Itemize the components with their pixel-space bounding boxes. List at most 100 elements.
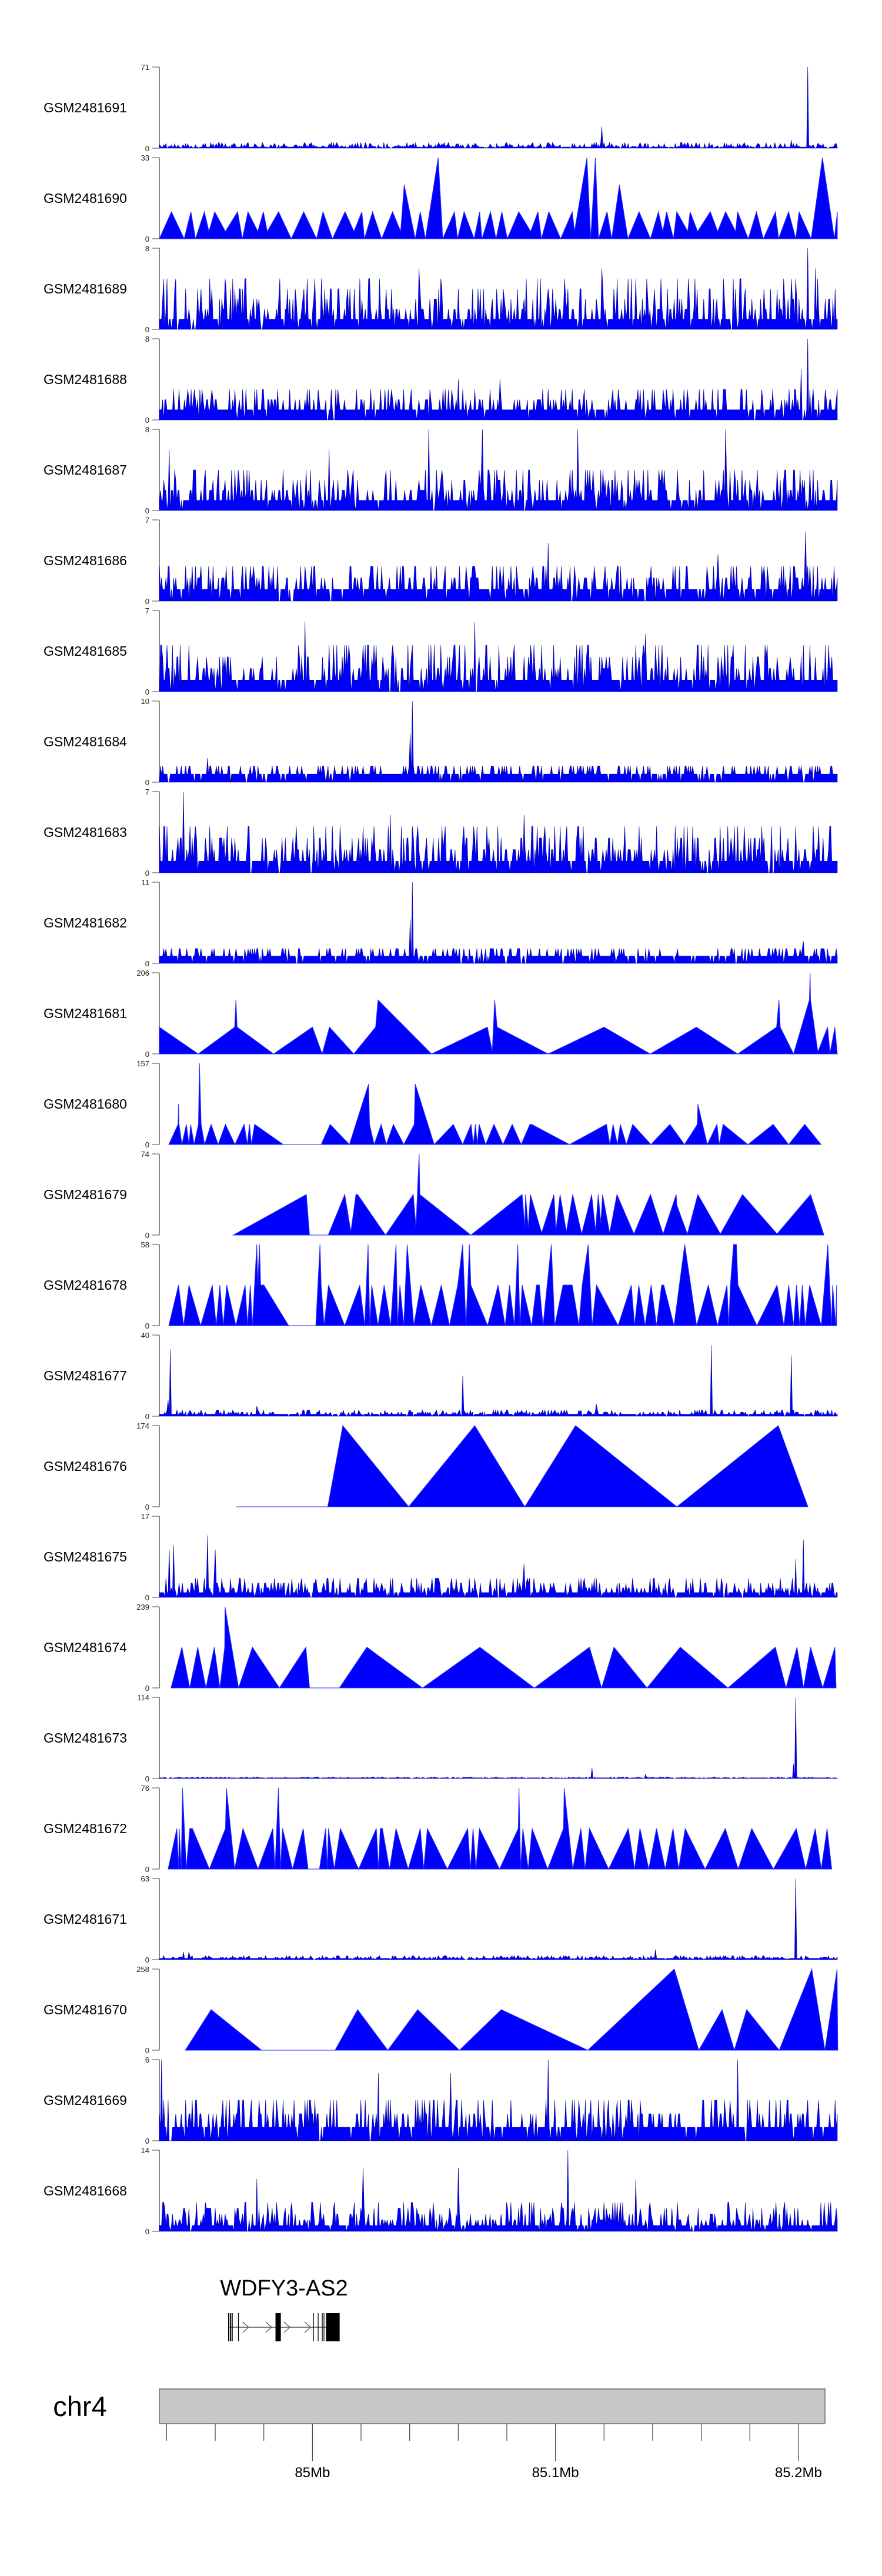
track-label: GSM2481688	[44, 372, 127, 387]
track-GSM2481668: GSM2481668 14 0	[44, 2146, 838, 2236]
y-axis-zero-label: 0	[145, 597, 149, 606]
signal-tracks: GSM2481691710GSM2481690330GSM248168980GS…	[44, 63, 838, 2236]
axis-tick-label: 85.1Mb	[532, 2465, 579, 2481]
signal-area	[168, 1244, 837, 1327]
strand-arrow-icon	[283, 2321, 290, 2333]
y-axis-zero-label: 0	[145, 1593, 149, 1602]
y-axis-max-label: 7	[145, 788, 149, 796]
y-axis-zero-label: 0	[145, 2227, 149, 2236]
track-label: GSM2481680	[44, 1096, 127, 1112]
y-axis-max-label: 63	[141, 1874, 149, 1883]
track-GSM2481670: GSM2481670 258 0	[44, 1965, 838, 2055]
track-label: GSM2481687	[44, 462, 127, 478]
track-label: GSM2481669	[44, 2093, 127, 2108]
y-axis-zero-label: 0	[145, 1140, 149, 1149]
y-axis-zero-label: 0	[145, 869, 149, 877]
y-axis-max-label: 76	[141, 1784, 149, 1793]
track-GSM2481669: GSM2481669 6 0	[44, 2056, 838, 2145]
signal-area	[168, 1063, 822, 1146]
signal-area	[159, 700, 838, 783]
track-label: GSM2481675	[44, 1549, 127, 1564]
track-label: GSM2481670	[44, 2002, 127, 2017]
track-GSM2481682: GSM2481682 11 0	[44, 878, 838, 968]
y-axis-zero-label: 0	[145, 1956, 149, 1964]
exon	[232, 2313, 233, 2341]
gene-annotation-track: WDFY3-AS2	[220, 2276, 348, 2341]
signal-area	[168, 1787, 833, 1870]
y-axis-max-label: 7	[145, 606, 149, 615]
y-axis-zero-label: 0	[145, 144, 149, 153]
track-label: GSM2481684	[44, 734, 127, 749]
track-label: GSM2481682	[44, 915, 127, 930]
track-label: GSM2481672	[44, 1821, 127, 1836]
signal-area	[159, 66, 838, 149]
y-axis-max-label: 33	[141, 154, 149, 162]
track-label: GSM2481679	[44, 1187, 127, 1202]
signal-area	[159, 1878, 838, 1961]
track-GSM2481680: GSM2481680 157 0	[44, 1059, 822, 1149]
y-axis-max-label: 8	[145, 425, 149, 434]
strand-arrow-icon	[265, 2321, 272, 2333]
track-GSM2481691: GSM2481691 71 0	[44, 63, 838, 153]
y-axis-zero-label: 0	[145, 2137, 149, 2145]
y-axis-max-label: 174	[136, 1422, 149, 1430]
track-label: GSM2481673	[44, 1730, 127, 1746]
y-axis-zero-label: 0	[145, 1412, 149, 1421]
exon	[313, 2313, 314, 2341]
track-GSM2481688: GSM2481688 8 0	[44, 335, 838, 425]
signal-area	[159, 531, 838, 602]
track-GSM2481683: GSM2481683 7 0	[44, 788, 838, 877]
y-axis-zero-label: 0	[145, 1503, 149, 1511]
y-axis-max-label: 6	[145, 2056, 149, 2064]
track-GSM2481679: GSM2481679 74 0	[44, 1150, 824, 1240]
y-axis-max-label: 157	[136, 1059, 149, 1068]
track-GSM2481686: GSM2481686 7 0	[44, 516, 838, 606]
exon	[326, 2313, 340, 2341]
track-GSM2481674: GSM2481674 239 0	[44, 1603, 837, 1693]
exon	[238, 2313, 239, 2341]
y-axis-zero-label: 0	[145, 688, 149, 696]
track-GSM2481690: GSM2481690 33 0	[44, 154, 838, 243]
y-axis-zero-label: 0	[145, 235, 149, 243]
y-axis-max-label: 14	[141, 2146, 149, 2155]
y-axis-zero-label: 0	[145, 959, 149, 968]
chromosome-axis: chr4 85Mb 85.1Mb 85.2Mb	[53, 2388, 826, 2481]
y-axis-zero-label: 0	[145, 416, 149, 425]
y-axis-zero-label: 0	[145, 1865, 149, 1874]
y-axis-zero-label: 0	[145, 1684, 149, 1693]
track-label: GSM2481686	[44, 553, 127, 568]
exon	[275, 2313, 281, 2341]
track-label: GSM2481674	[44, 1640, 127, 1655]
track-label: GSM2481690	[44, 191, 127, 206]
y-axis-max-label: 8	[145, 335, 149, 343]
track-GSM2481685: GSM2481685 7 0	[44, 606, 838, 696]
y-axis-max-label: 71	[141, 63, 149, 72]
track-GSM2481675: GSM2481675 17 0	[44, 1512, 838, 1602]
y-axis-zero-label: 0	[145, 1050, 149, 1059]
track-label: GSM2481676	[44, 1459, 127, 1474]
y-axis-zero-label: 0	[145, 506, 149, 515]
track-label: GSM2481683	[44, 825, 127, 840]
signal-area	[185, 1968, 838, 2051]
y-axis-max-label: 258	[136, 1965, 149, 1974]
track-GSM2481687: GSM2481687 8 0	[44, 425, 838, 515]
y-axis-max-label: 58	[141, 1240, 149, 1249]
signal-area	[159, 791, 838, 873]
strand-arrow-icon	[242, 2321, 249, 2333]
signal-area	[159, 2150, 838, 2232]
signal-area	[159, 248, 838, 330]
signal-area	[159, 622, 838, 692]
track-GSM2481671: GSM2481671 63 0	[44, 1874, 838, 1964]
track-label: GSM2481691	[44, 100, 127, 115]
chromosome-bar	[159, 2388, 826, 2424]
axis-tick-label: 85Mb	[295, 2465, 330, 2481]
track-label: GSM2481681	[44, 1006, 127, 1021]
strand-arrow-icon	[304, 2321, 311, 2333]
signal-area	[159, 1697, 838, 1779]
track-GSM2481684: GSM2481684 10 0	[44, 697, 838, 787]
y-axis-max-label: 206	[136, 969, 149, 977]
signal-area	[159, 972, 838, 1055]
track-label: GSM2481671	[44, 1911, 127, 1927]
signal-area	[159, 429, 838, 511]
signal-area	[159, 882, 838, 964]
